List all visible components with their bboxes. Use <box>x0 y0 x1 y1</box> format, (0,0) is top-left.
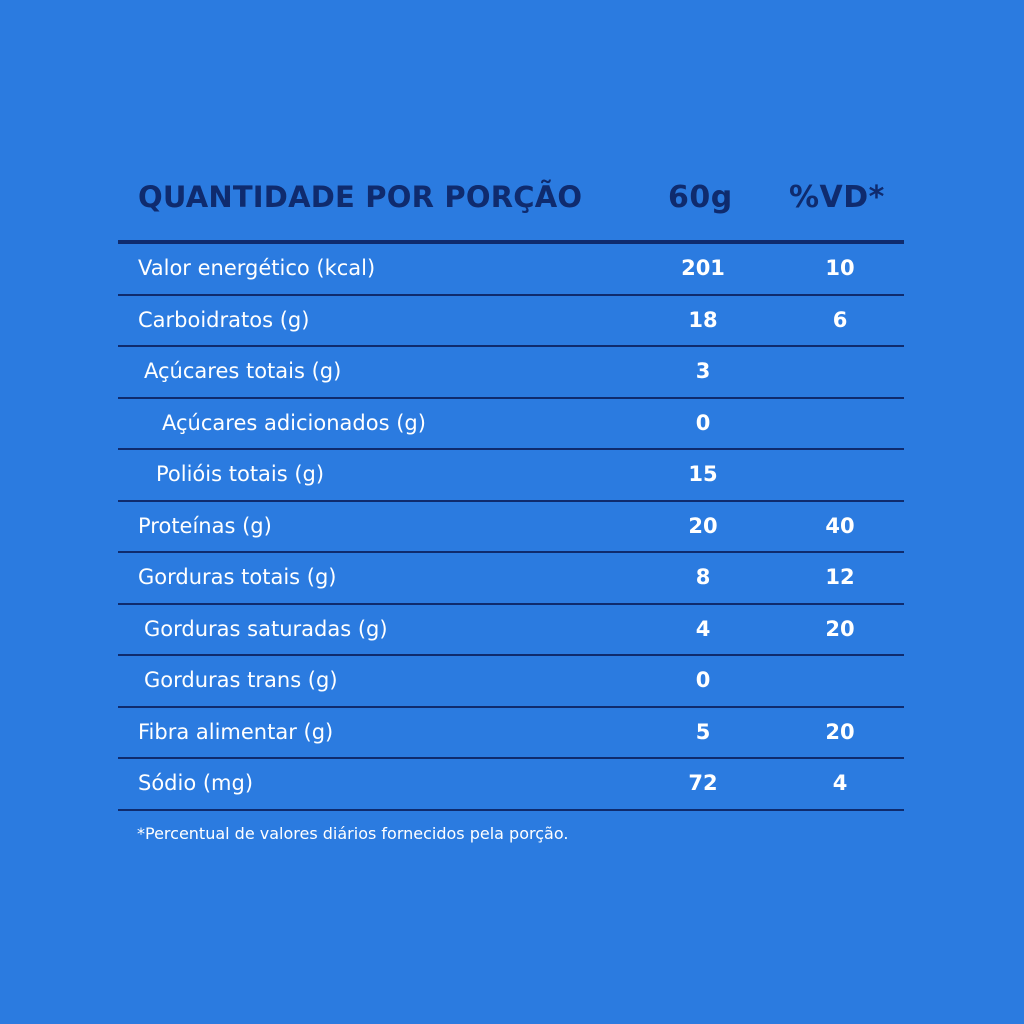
nutrient-name: Proteínas (g) <box>138 513 272 538</box>
table-row: Carboidratos (g) 18 6 <box>118 296 904 347</box>
nutrient-name: Gorduras trans (g) <box>144 668 338 692</box>
footnote: *Percentual de valores diários fornecido… <box>137 824 569 843</box>
nutrient-name: Valor energético (kcal) <box>138 256 376 280</box>
table-row: Fibra alimentar (g) 5 20 <box>118 708 904 759</box>
nutrient-name: Gorduras totais (g) <box>138 565 337 589</box>
table-row: Sódio (mg) 72 4 <box>118 759 904 811</box>
table-row: Açúcares totais (g) 3 <box>118 347 904 399</box>
nutrient-amount: 72 <box>688 771 718 795</box>
table-row: Açúcares adicionados (g) 0 <box>118 399 904 450</box>
table-row: Proteínas (g) 20 40 <box>118 502 904 553</box>
nutrient-amount: 18 <box>688 307 718 332</box>
table-row: Gorduras totais (g) 8 12 <box>118 553 904 605</box>
nutrient-amount: 15 <box>688 462 718 486</box>
nutrient-dv: 40 <box>825 513 855 538</box>
nutrient-name: Polióis totais (g) <box>156 462 325 486</box>
nutrient-amount: 4 <box>695 616 711 641</box>
table-row: Polióis totais (g) 15 <box>118 450 904 502</box>
table-row: Gorduras saturadas (g) 4 20 <box>118 605 904 656</box>
header-serving: 60g <box>668 180 733 215</box>
nutrient-name: Açúcares adicionados (g) <box>162 410 426 435</box>
nutrient-dv: 10 <box>825 256 855 280</box>
nutrient-name: Sódio (mg) <box>138 771 254 795</box>
nutrient-amount: 20 <box>688 513 718 538</box>
table-header: QUANTIDADE POR PORÇÃO 60g %VD* <box>118 160 904 244</box>
nutrient-name: Açúcares totais (g) <box>144 359 342 383</box>
nutrition-table: QUANTIDADE POR PORÇÃO 60g %VD* Valor ene… <box>118 160 904 811</box>
nutrient-dv: 12 <box>825 565 855 589</box>
header-dv: %VD* <box>789 180 885 215</box>
table-body: Valor energético (kcal) 201 10 Carboidra… <box>118 244 904 811</box>
nutrient-amount: 201 <box>681 256 725 280</box>
nutrient-dv: 20 <box>825 616 855 641</box>
nutrient-dv: 4 <box>832 771 848 795</box>
nutrient-name: Carboidratos (g) <box>138 307 310 332</box>
nutrient-amount: 5 <box>695 719 711 744</box>
nutrient-amount: 0 <box>695 668 711 692</box>
nutrient-amount: 0 <box>695 410 711 435</box>
table-row: Gorduras trans (g) 0 <box>118 656 904 708</box>
table-row: Valor energético (kcal) 201 10 <box>118 244 904 296</box>
nutrient-name: Gorduras saturadas (g) <box>144 616 388 641</box>
nutrient-amount: 3 <box>695 359 711 383</box>
nutrient-amount: 8 <box>695 565 711 589</box>
nutrient-dv: 20 <box>825 719 855 744</box>
nutrient-dv: 6 <box>832 307 848 332</box>
header-title: QUANTIDADE POR PORÇÃO <box>138 180 583 214</box>
nutrient-name: Fibra alimentar (g) <box>138 719 334 744</box>
